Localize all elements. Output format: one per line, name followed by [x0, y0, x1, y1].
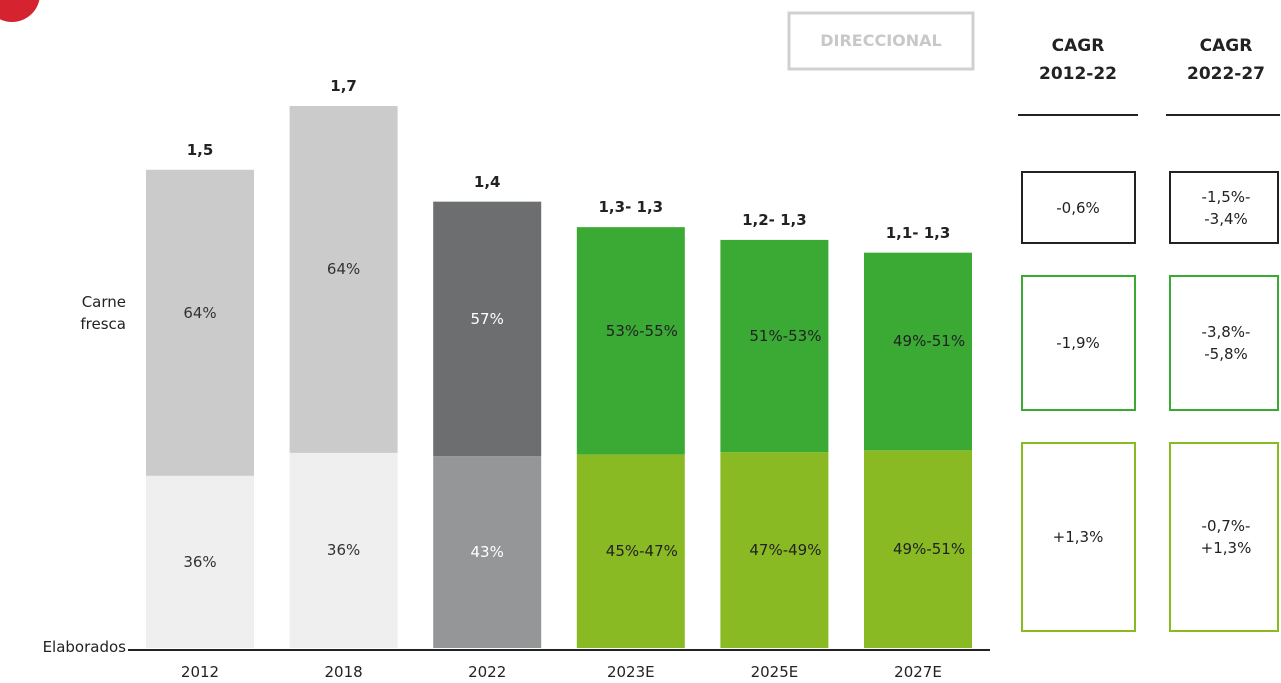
- bar-segment: [864, 252, 972, 451]
- series-label: Carne fresca: [80, 292, 126, 333]
- badge-box: [787, 11, 975, 71]
- bar-segment: [289, 452, 398, 648]
- segment-label: 57%: [470, 309, 504, 328]
- cagr-box: [1169, 442, 1279, 632]
- cagr-box: [1169, 171, 1279, 244]
- x-tick-label: 2023E: [606, 663, 655, 681]
- cagr-value: -0,7%- +1,3%: [1200, 517, 1252, 557]
- bar-segment: [289, 106, 398, 453]
- cagr-header: CAGR 2012-22: [1038, 36, 1118, 84]
- segment-label: 53%-55%: [605, 321, 678, 340]
- cagr-box: [1021, 442, 1136, 632]
- segment-label: 43%: [470, 543, 504, 562]
- segment-label: 49%-51%: [893, 540, 966, 559]
- x-tick-label: 2027E: [894, 663, 942, 681]
- badge: DIRECCIONAL: [820, 31, 942, 50]
- segment-label: 49%-51%: [893, 332, 966, 351]
- bar-segment: [146, 169, 254, 476]
- cagr-header: CAGR 2022-27: [1186, 36, 1266, 84]
- total-label: 1,4: [473, 172, 501, 191]
- cagr-value: -0,6%: [1056, 198, 1100, 217]
- bar-segment: [576, 454, 685, 648]
- segment-label: 36%: [183, 552, 217, 571]
- total-label: 1,2- 1,3: [742, 210, 807, 229]
- total-label: 1,7: [330, 77, 357, 95]
- cagr-box: [1169, 275, 1279, 411]
- x-tick-label: 2012: [180, 663, 220, 681]
- bar-segment: [576, 227, 685, 455]
- total-label: 1,5: [186, 140, 214, 159]
- cagr-value: -1,9%: [1056, 334, 1100, 352]
- segment-label: 64%: [183, 303, 217, 322]
- bar-segment: [720, 452, 829, 648]
- x-tick-label: 2018: [324, 663, 363, 681]
- bar-segment: [433, 456, 542, 648]
- segment-label: 47%-49%: [749, 541, 822, 560]
- total-label: 1,3- 1,3: [598, 198, 664, 217]
- cagr-value: +1,3%: [1052, 528, 1104, 546]
- bar-segment: [720, 239, 829, 453]
- segment-label: 64%: [326, 260, 361, 279]
- series-label: Elaborados: [42, 637, 126, 656]
- segment-label: 36%: [326, 541, 361, 560]
- logo-dot: [0, 0, 40, 22]
- total-label: 1,1- 1,3: [885, 223, 951, 242]
- x-tick-label: 2022: [468, 663, 507, 681]
- bar-segment: [864, 450, 972, 648]
- cagr-box: [1021, 171, 1136, 244]
- bar-segment: [433, 201, 542, 457]
- cagr-value: -3,8%- -5,8%: [1201, 323, 1251, 363]
- cagr-box: [1021, 275, 1136, 411]
- segment-label: 51%-53%: [749, 327, 822, 345]
- bar-segment: [146, 475, 254, 648]
- cagr-value: -1,5%- -3,4%: [1201, 187, 1251, 228]
- x-tick-label: 2025E: [750, 663, 799, 681]
- segment-label: 45%-47%: [605, 542, 678, 561]
